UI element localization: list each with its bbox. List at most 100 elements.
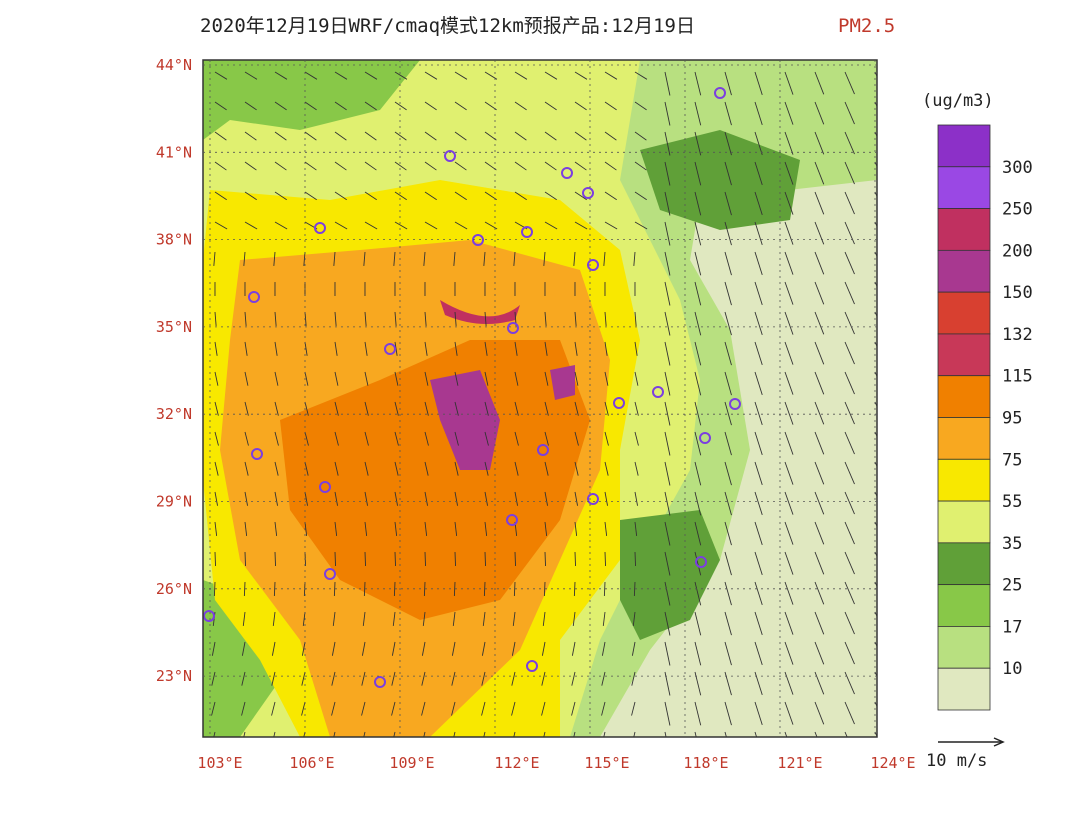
wind-arrow xyxy=(664,191,671,216)
wind-arrow xyxy=(304,491,308,506)
wind-arrow xyxy=(604,551,606,567)
wind-arrow xyxy=(484,401,489,416)
lat-label: 32°N xyxy=(156,405,192,423)
lat-label: 26°N xyxy=(156,580,192,598)
legend-level: 35 xyxy=(1002,534,1022,554)
wind-arrow xyxy=(694,101,702,126)
wind-arrow xyxy=(364,311,367,326)
wind-arrow xyxy=(724,491,732,516)
wind-arrow xyxy=(514,71,528,80)
legend-swatch xyxy=(937,249,991,293)
wind-arrow xyxy=(632,611,636,626)
wind-arrow xyxy=(664,641,671,666)
wind-arrow xyxy=(454,491,458,506)
wind-arrow xyxy=(364,191,377,201)
wind-arrow xyxy=(574,461,579,476)
wind-arrow xyxy=(574,221,588,230)
wind-arrow xyxy=(784,701,794,725)
wind-arrow xyxy=(334,131,347,141)
wind-arrow xyxy=(214,191,227,201)
wind-arrow xyxy=(514,491,518,506)
wind-arrow xyxy=(844,221,855,245)
wind-arrow xyxy=(814,581,825,605)
wind-arrow xyxy=(724,401,732,426)
wind-arrow xyxy=(301,641,306,656)
wind-arrow xyxy=(453,731,456,737)
wind-arrow xyxy=(664,131,671,156)
wind-arrow xyxy=(454,401,459,416)
wind-arrow xyxy=(274,71,288,80)
wind-arrow xyxy=(244,401,249,416)
wind-arrow xyxy=(573,581,576,597)
legend-level: 300 xyxy=(1002,158,1033,178)
wind-arrow xyxy=(724,731,727,737)
wind-arrow xyxy=(784,251,794,275)
wind-arrow xyxy=(361,641,366,656)
wind-arrow xyxy=(243,251,246,266)
wind-arrow xyxy=(451,671,456,686)
wind-arrow xyxy=(424,101,437,111)
wind-arrow xyxy=(244,461,249,476)
wind-arrow xyxy=(754,731,758,737)
wind-arrow xyxy=(334,521,338,536)
wind-arrow xyxy=(424,341,428,356)
wind-arrow xyxy=(544,191,557,201)
wind-arrow xyxy=(604,491,608,506)
wind-arrow xyxy=(484,461,489,476)
wind-arrow xyxy=(754,491,763,516)
legend-level: 200 xyxy=(1002,241,1033,261)
wind-arrow xyxy=(541,671,546,686)
wind-arrow xyxy=(454,161,467,171)
wind-arrow xyxy=(454,131,467,141)
wind-arrow xyxy=(814,611,825,635)
wind-arrow xyxy=(424,161,437,171)
wind-arrow xyxy=(604,461,609,476)
wind-arrow xyxy=(664,551,671,576)
wind-arrow xyxy=(574,191,587,201)
legend: 300 250 200 150 132 115 95 75 55 35 25 17 10 xyxy=(937,124,1033,711)
wind-arrow xyxy=(214,491,218,506)
wind-arrow xyxy=(694,611,702,636)
wind-arrow xyxy=(391,701,396,716)
wind-arrow xyxy=(304,431,309,446)
wind-arrow xyxy=(482,611,486,626)
wind-arrow xyxy=(574,71,588,80)
wind-arrow xyxy=(634,461,639,476)
wind-arrow xyxy=(334,431,339,446)
wind-arrow xyxy=(364,401,369,416)
wind-arrow xyxy=(543,251,546,266)
wind-arrow xyxy=(274,191,287,201)
wind-arrow xyxy=(571,701,576,716)
lon-label: 112°E xyxy=(494,754,539,772)
wind-arrow xyxy=(513,251,516,266)
wind-arrow xyxy=(484,371,489,386)
legend-swatch xyxy=(937,124,991,168)
wind-arrow xyxy=(844,311,855,335)
wind-arrow xyxy=(274,131,287,141)
wind-arrow xyxy=(274,401,279,416)
wind-arrow xyxy=(574,401,579,416)
lat-label: 44°N xyxy=(156,56,192,74)
wind-arrow xyxy=(604,71,618,80)
legend-swatch xyxy=(937,458,991,502)
wind-arrow xyxy=(754,551,763,576)
wind-arrow xyxy=(844,641,855,665)
wind-arrow xyxy=(544,521,548,536)
wind-arrow xyxy=(844,191,855,215)
wind-arrow xyxy=(484,431,489,446)
wind-arrow xyxy=(301,701,306,716)
wind-arrow xyxy=(424,131,437,141)
wind-arrow xyxy=(574,521,578,536)
wind-arrow xyxy=(392,611,396,626)
wind-arrow xyxy=(724,341,732,366)
wind-arrow xyxy=(604,311,607,326)
wind-arrow xyxy=(541,641,546,656)
wind-arrow xyxy=(452,611,456,626)
wind-arrow xyxy=(601,701,606,716)
wind-arrow xyxy=(424,371,429,386)
lat-label: 29°N xyxy=(156,493,192,511)
wind-arrow xyxy=(724,281,732,306)
wind-arrow xyxy=(844,431,855,455)
wind-arrow xyxy=(604,161,617,171)
wind-arrow xyxy=(754,191,763,216)
